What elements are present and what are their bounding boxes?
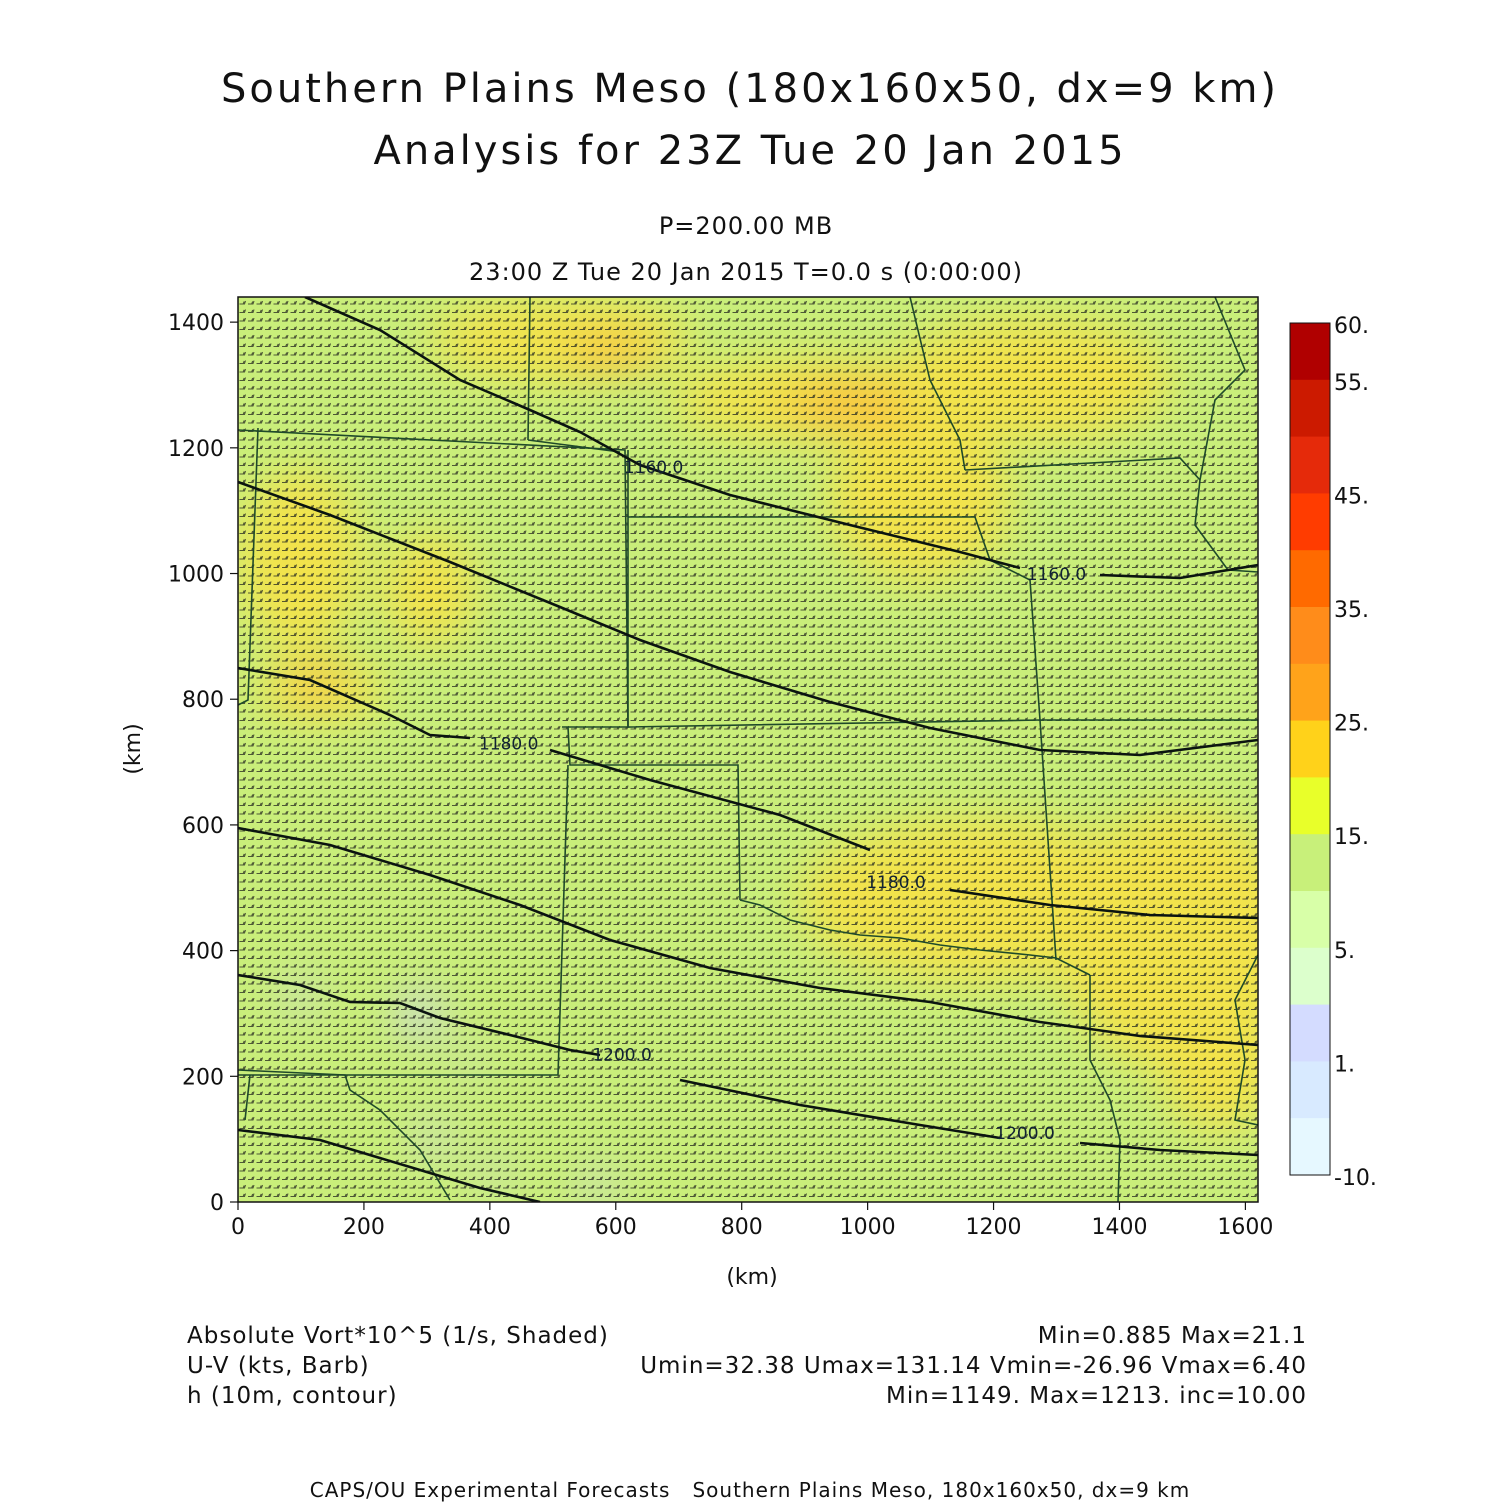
colorbar-segment xyxy=(1290,1004,1330,1062)
y-tick-label: 1200 xyxy=(168,437,224,462)
colorbar-segment xyxy=(1290,493,1330,551)
x-tick-label: 1600 xyxy=(1217,1215,1273,1240)
x-tick-label: 600 xyxy=(595,1215,637,1240)
contour-labels: 1160.0 1160.0 1180.0 1180.0 1200.0 1200.0 xyxy=(479,458,1086,1144)
colorbar-label: 45. xyxy=(1334,484,1369,509)
colorbar-label: 35. xyxy=(1334,598,1369,623)
x-axis-label: (km) xyxy=(726,1265,777,1290)
y-tick-label: 200 xyxy=(182,1065,224,1090)
colorbar-segment xyxy=(1290,947,1330,1006)
x-axis: 0 200 400 600 800 1000 1200 1400 1600 xyxy=(231,1202,1273,1240)
colorbar-label: 25. xyxy=(1334,712,1369,737)
x-tick-label: 800 xyxy=(721,1215,763,1240)
contour-label: 1200.0 xyxy=(592,1046,651,1066)
contour-label: 1200.0 xyxy=(995,1124,1054,1144)
colorbar-segment xyxy=(1290,777,1330,835)
state-boundaries xyxy=(238,297,1258,1202)
y-tick-label: 1400 xyxy=(168,311,224,336)
colorbar-segment xyxy=(1290,720,1330,778)
y-tick-label: 400 xyxy=(182,940,224,965)
colorbar-segment xyxy=(1290,1061,1330,1119)
colorbar-segment xyxy=(1290,1118,1330,1176)
x-tick-label: 200 xyxy=(343,1215,385,1240)
plot-frame xyxy=(237,296,1259,1203)
y-tick-label: 1000 xyxy=(168,563,224,588)
title-line-2: Analysis for 23Z Tue 20 Jan 2015 xyxy=(373,128,1127,174)
x-tick-label: 1000 xyxy=(840,1215,896,1240)
contour-label: 1160.0 xyxy=(1027,565,1086,585)
colorbar-segment xyxy=(1290,891,1330,949)
colorbar-segment xyxy=(1290,663,1330,722)
x-tick-label: 1400 xyxy=(1091,1215,1147,1240)
legend-height: h (10m, contour) xyxy=(187,1383,398,1409)
pressure-level: P=200.00 MB xyxy=(658,212,834,240)
y-axis: 0 200 400 600 800 1000 1200 1400 xyxy=(168,311,238,1216)
vorticity-range: Min=0.885 Max=21.1 xyxy=(1037,1323,1307,1349)
y-tick-label: 0 xyxy=(210,1191,224,1216)
x-tick-label: 400 xyxy=(469,1215,511,1240)
y-tick-label: 800 xyxy=(182,688,224,713)
valid-time: 23:00 Z Tue 20 Jan 2015 T=0.0 s (0:00:00… xyxy=(469,258,1023,286)
contour-label: 1180.0 xyxy=(479,735,538,755)
colorbar-label: 60. xyxy=(1334,314,1369,339)
contour-label: 1180.0 xyxy=(866,873,925,893)
colorbar-segment xyxy=(1290,607,1330,665)
legend-wind: U-V (kts, Barb) xyxy=(187,1353,370,1379)
colorbar-label: 55. xyxy=(1334,371,1369,396)
colorbar-segment xyxy=(1290,834,1330,892)
height-range: Min=1149. Max=1213. inc=10.00 xyxy=(886,1383,1307,1409)
contour-label: 1160.0 xyxy=(624,458,683,478)
x-tick-label: 0 xyxy=(231,1215,245,1240)
colorbar-label: 5. xyxy=(1334,939,1355,964)
wind-range: Umin=32.38 Umax=131.14 Vmin=-26.96 Vmax=… xyxy=(640,1353,1307,1379)
legend-vorticity: Absolute Vort*10^5 (1/s, Shaded) xyxy=(187,1323,609,1349)
x-tick-label: 1200 xyxy=(966,1215,1022,1240)
y-axis-label: (km) xyxy=(121,723,146,774)
title-line-1: Southern Plains Meso (180x160x50, dx=9 k… xyxy=(220,66,1280,112)
colorbar-segment xyxy=(1290,436,1330,494)
colorbar-label: -10. xyxy=(1334,1166,1377,1191)
height-contours xyxy=(238,297,1258,1202)
colorbar-label: 1. xyxy=(1334,1052,1355,1077)
colorbar-segment xyxy=(1290,379,1330,438)
colorbar: 60. 55. 45. 35. 25. 15. 5. 1. -10. xyxy=(1289,314,1377,1191)
footer-credit: CAPS/OU Experimental Forecasts Southern … xyxy=(309,1478,1191,1502)
colorbar-segment xyxy=(1290,323,1330,381)
y-tick-label: 600 xyxy=(182,814,224,839)
colorbar-label: 15. xyxy=(1334,825,1369,850)
colorbar-segment xyxy=(1290,550,1330,608)
colorbar-frame xyxy=(1289,322,1331,1176)
wind-barbs xyxy=(238,297,1258,1202)
